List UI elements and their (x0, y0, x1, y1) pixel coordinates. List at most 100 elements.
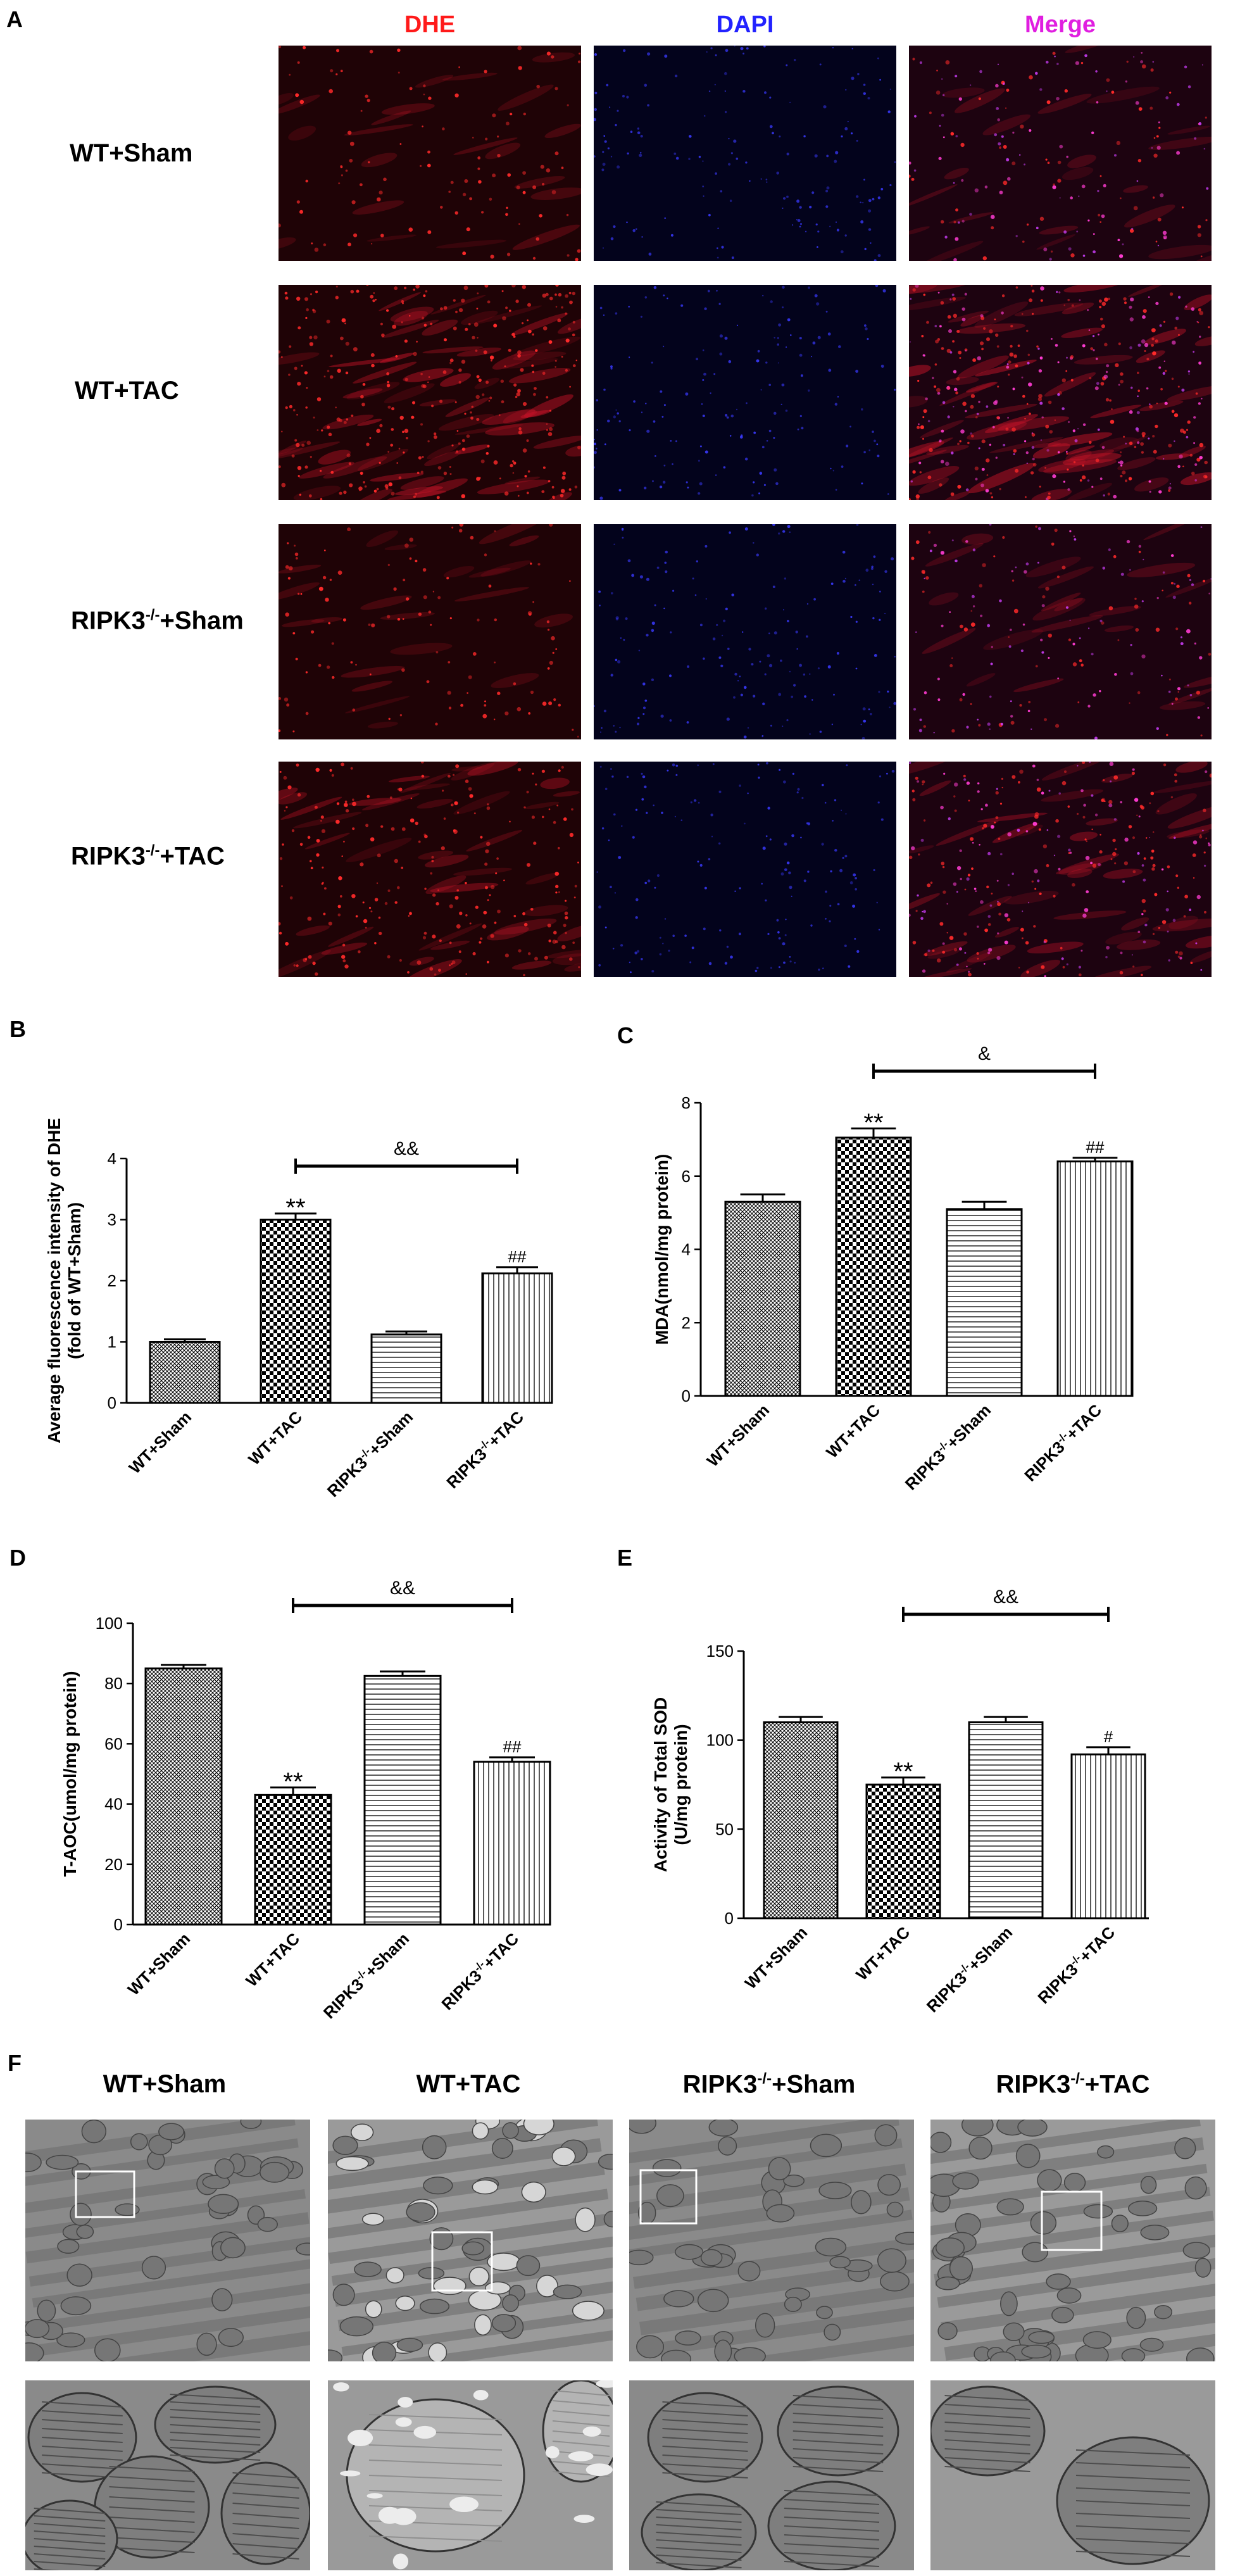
bar-1 (865, 1783, 941, 1919)
chart-t-aoc: 0 20 40 60 80 100 T-AOC(umol/mg protein) WT+Sha… (60, 1578, 551, 2023)
col-title-dapi: DAPI (716, 11, 774, 38)
y-axis-label: (U/mg protein) (671, 1724, 691, 1845)
x-tick-label-2: RIPK3-/-+Sham (922, 1922, 1016, 2016)
bar-3 (1070, 1753, 1146, 1919)
x-tick-label-0: WT+Sham (741, 1923, 811, 1993)
bar-3 (481, 1272, 553, 1404)
x-tick-label-1: WT+TAC (822, 1400, 884, 1462)
y-axis-label: Average fluorescence intensity of DHE (44, 1118, 64, 1443)
zoom-region-box (1041, 2190, 1103, 2251)
bar-2 (370, 1333, 442, 1404)
y-tick-label: 4 (682, 1240, 691, 1259)
x-tick-label-1: WT+TAC (244, 1407, 306, 1469)
fluorescence-image-merge-ripk3-tac (909, 762, 1212, 977)
bar-0 (149, 1341, 221, 1404)
y-axis-label: Activity of Total SOD (651, 1697, 670, 1872)
fluorescence-image-dapi-wt-tac (594, 285, 896, 500)
fluorescence-image-dapi-ripk3-tac (594, 762, 896, 977)
bar-0 (144, 1667, 223, 1926)
y-axis-label: T-AOC(umol/mg protein) (60, 1671, 80, 1876)
chart-dhe-intensity: 0 1 2 3 4 Average fluorescence intensity of D… (44, 1118, 553, 1501)
comparison-label: && (993, 1586, 1018, 1607)
x-tick-label-3: RIPK3-/-+TAC (442, 1407, 528, 1492)
significance-mark-3: ## (503, 1737, 522, 1756)
y-tick-label: 40 (104, 1795, 123, 1814)
y-tick-label: 6 (682, 1167, 691, 1186)
y-tick-label: 1 (108, 1333, 116, 1352)
x-tick-label-0: WT+Sham (125, 1407, 196, 1478)
y-tick-label: 60 (104, 1734, 123, 1753)
fluorescence-image-dapi-ripk3-sham (594, 524, 896, 739)
zoom-region-box (75, 2170, 135, 2218)
bar-1 (260, 1219, 332, 1404)
significance-mark-1: ** (285, 1194, 305, 1222)
significance-mark-3: # (1104, 1727, 1113, 1746)
bar-3 (473, 1761, 551, 1926)
y-tick-label: 4 (108, 1149, 116, 1168)
x-tick-label-0: WT+Sham (703, 1400, 773, 1471)
row-label-wt-tac: WT+TAC (75, 377, 179, 405)
fluorescence-image-dapi-wt-sham (594, 46, 896, 261)
bar-2 (968, 1721, 1044, 1919)
col-title-dhe: DHE (404, 11, 456, 38)
y-tick-label: 80 (104, 1674, 123, 1693)
x-tick-label-3: RIPK3-/-+TAC (437, 1928, 523, 2014)
y-axis-label: MDA(nmol/mg protein) (652, 1154, 672, 1345)
panel-c-label: C (617, 1022, 634, 1048)
y-tick-label: 20 (104, 1855, 123, 1874)
em-zoom-ripk3-tac (930, 2380, 1215, 2570)
y-tick-label: 0 (725, 1909, 734, 1928)
x-tick-label-2: RIPK3-/-+Sham (901, 1400, 994, 1493)
em-overview-wt-sham (25, 2120, 310, 2361)
fluorescence-image-dhe-wt-sham (279, 46, 581, 261)
x-tick-label-1: WT+TAC (852, 1923, 913, 1984)
bar-2 (946, 1208, 1023, 1397)
f-title-ripk3-sham: RIPK3-/-+Sham (682, 2070, 856, 2099)
significance-mark-3: ## (508, 1247, 527, 1266)
f-title-wt-sham: WT+Sham (103, 2070, 227, 2098)
panel-d-label: D (9, 1545, 26, 1571)
significance-mark-1: ** (863, 1109, 883, 1137)
comparison-label: && (390, 1578, 415, 1599)
significance-mark-1: ** (893, 1758, 913, 1786)
bar-1 (254, 1794, 332, 1926)
em-overview-ripk3-sham (629, 2120, 914, 2361)
zoom-region-box (639, 2169, 698, 2225)
bar-0 (724, 1200, 801, 1397)
em-overview-ripk3-tac (930, 2120, 1215, 2361)
y-tick-label: 3 (108, 1210, 116, 1229)
x-tick-label-2: RIPK3-/-+Sham (319, 1928, 413, 2022)
y-tick-label: 8 (682, 1093, 691, 1112)
em-overview-wt-tac (328, 2120, 613, 2361)
bar-2 (363, 1674, 442, 1926)
panel-f-label: F (8, 2050, 22, 2076)
chart-total-sod: 0 50 100 150 Activity of Total SOD (U/mg prot… (651, 1586, 1149, 2016)
significance-mark-1: ** (283, 1768, 303, 1795)
em-zoom-wt-sham (25, 2380, 310, 2570)
y-tick-label: 0 (682, 1386, 691, 1405)
col-title-merge: Merge (1025, 11, 1096, 38)
y-tick-label: 2 (682, 1313, 691, 1332)
y-tick-label: 100 (706, 1731, 734, 1750)
chart-mda: 0 2 4 6 8 MDA(nmol/mg protein) WT+Sham ** WT+TAC… (652, 1043, 1134, 1494)
bar-0 (763, 1721, 839, 1919)
x-tick-label-3: RIPK3-/-+TAC (1034, 1922, 1119, 2007)
fluorescence-image-merge-ripk3-sham (909, 524, 1212, 739)
panel-e-label: E (617, 1545, 633, 1571)
fluorescence-image-dhe-ripk3-sham (279, 524, 581, 739)
bar-1 (835, 1136, 912, 1397)
y-tick-label: 50 (715, 1819, 734, 1838)
fluorescence-image-dhe-ripk3-tac (279, 762, 581, 977)
fluorescence-image-merge-wt-sham (909, 46, 1212, 261)
y-tick-label: 2 (108, 1271, 116, 1290)
em-zoom-wt-tac (328, 2380, 613, 2570)
fluorescence-image-merge-wt-tac (909, 285, 1212, 500)
x-tick-label-2: RIPK3-/-+Sham (323, 1407, 416, 1500)
row-label-ripk3-sham: RIPK3-/-+Sham (71, 606, 244, 635)
bar-3 (1056, 1160, 1134, 1397)
y-tick-label: 0 (108, 1393, 116, 1412)
fluorescence-image-dhe-wt-tac (279, 285, 581, 500)
y-tick-label: 0 (114, 1915, 123, 1934)
x-tick-label-0: WT+Sham (124, 1929, 194, 1999)
row-label-ripk3-tac: RIPK3-/-+TAC (71, 842, 225, 870)
